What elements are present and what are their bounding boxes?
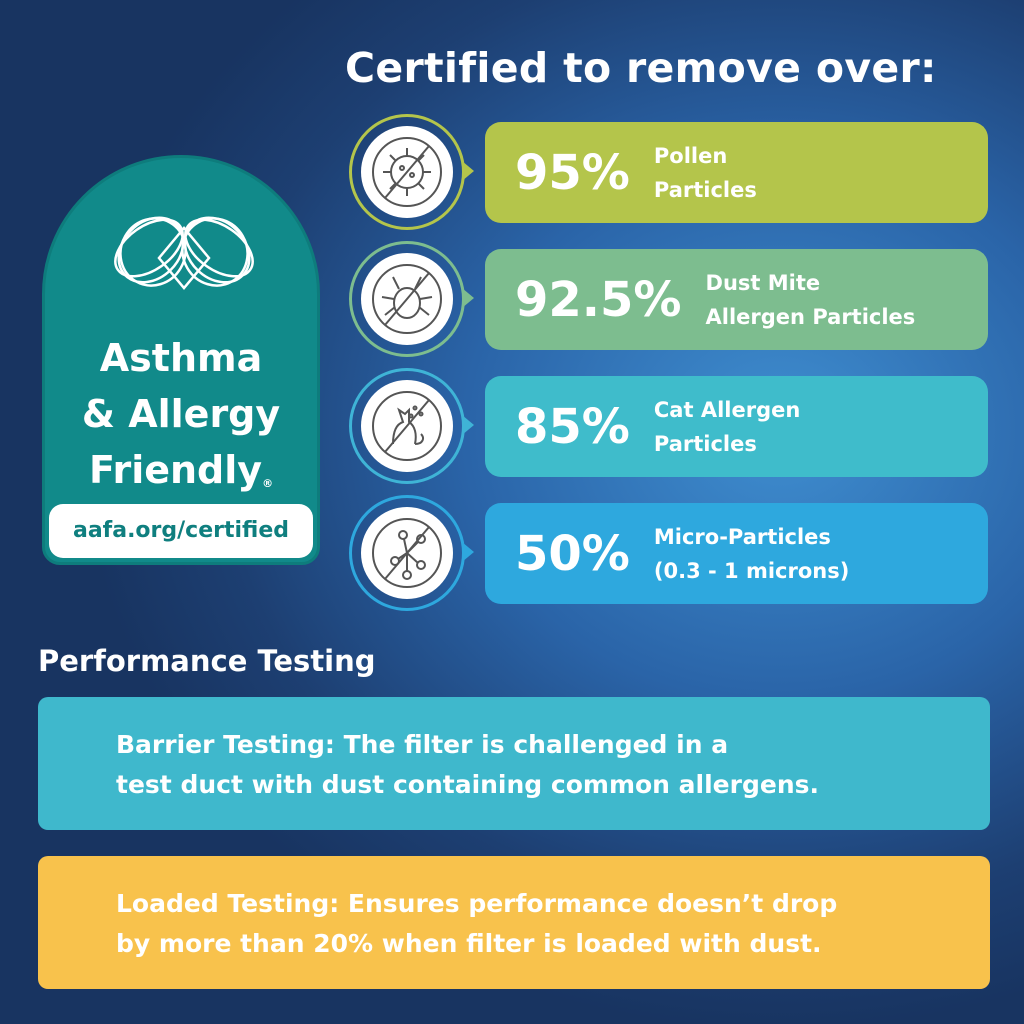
percent-value: 92.5% [515, 271, 682, 328]
badge-url: aafa.org/certified [49, 504, 313, 558]
aafa-certification-badge: Asthma & Allergy Friendly® aafa.org/cert… [42, 155, 320, 565]
removal-stat-card: 85% Cat Allergen Particles [485, 376, 988, 477]
loaded-testing-box: Loaded Testing: Ensures performance does… [38, 856, 990, 989]
particle-label: Dust Mite Allergen Particles [705, 270, 916, 329]
particle-label: Cat Allergen Particles [653, 397, 801, 456]
no-dust-mite-icon [372, 264, 442, 334]
badge-text: Asthma & Allergy Friendly® [45, 330, 317, 498]
headline: Certified to remove over: [345, 44, 937, 92]
barrier-line-2: test duct with dust containing common al… [116, 770, 819, 799]
loaded-line-1: Loaded Testing: Ensures performance does… [116, 889, 838, 918]
removal-stat-card: 92.5% Dust Mite Allergen Particles [485, 249, 988, 350]
no-pollen-icon [372, 137, 442, 207]
loaded-line-2: by more than 20% when filter is loaded w… [116, 929, 822, 958]
badge-line-3: Friendly [88, 448, 263, 492]
percent-value: 95% [515, 144, 630, 201]
barrier-line-1: Barrier Testing: The filter is challenge… [116, 730, 729, 759]
barrier-testing-box: Barrier Testing: The filter is challenge… [38, 697, 990, 830]
performance-heading: Performance Testing [38, 644, 376, 678]
aafa-logo-icon [114, 216, 254, 290]
no-cat-allergen-icon [372, 391, 442, 461]
percent-value: 85% [515, 398, 630, 455]
allergen-icon-badge [349, 241, 474, 357]
percent-value: 50% [515, 525, 630, 582]
allergen-icon-badge [349, 495, 474, 611]
no-micro-particles-icon [372, 518, 442, 588]
allergen-icon-badge [349, 368, 474, 484]
badge-line-1: Asthma [99, 336, 263, 380]
particle-label: Pollen Particles [653, 143, 757, 202]
removal-stat-card: 50% Micro-Particles (0.3 - 1 microns) [485, 503, 988, 604]
registered-mark: ® [262, 477, 274, 490]
particle-label: Micro-Particles (0.3 - 1 microns) [653, 524, 850, 583]
badge-line-2: & Allergy [81, 392, 281, 436]
allergen-icon-badge [349, 114, 474, 230]
removal-stat-card: 95% Pollen Particles [485, 122, 988, 223]
